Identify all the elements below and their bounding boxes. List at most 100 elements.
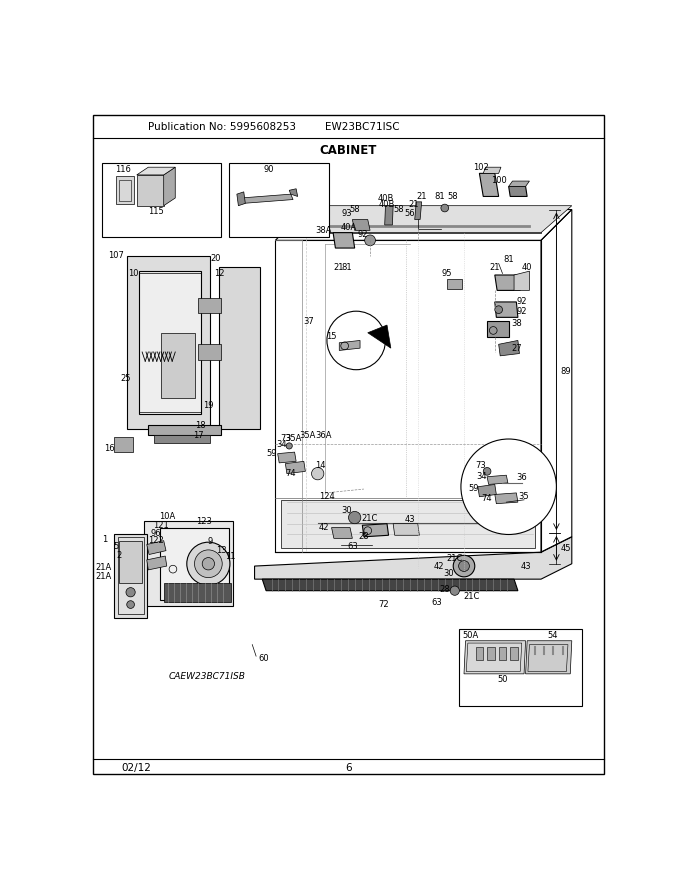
Text: Publication No: 5995608253: Publication No: 5995608253: [148, 122, 296, 132]
Text: 63: 63: [347, 541, 358, 551]
Text: 122: 122: [148, 536, 164, 545]
Polygon shape: [119, 540, 142, 583]
Text: 54: 54: [547, 631, 558, 640]
Circle shape: [187, 542, 230, 585]
Text: 34: 34: [477, 473, 487, 481]
Polygon shape: [498, 341, 520, 356]
Circle shape: [126, 601, 135, 608]
Polygon shape: [339, 341, 360, 350]
Circle shape: [495, 306, 503, 313]
Text: 30: 30: [443, 569, 454, 578]
Text: 45: 45: [560, 544, 571, 553]
Text: 21C: 21C: [447, 554, 463, 563]
Polygon shape: [262, 579, 518, 590]
Polygon shape: [415, 202, 422, 219]
Text: 34: 34: [276, 440, 287, 449]
Circle shape: [461, 439, 556, 534]
Polygon shape: [368, 325, 391, 348]
Polygon shape: [164, 167, 175, 206]
Text: 50: 50: [497, 675, 508, 684]
Polygon shape: [139, 271, 201, 414]
Text: 81: 81: [503, 255, 514, 264]
Polygon shape: [277, 452, 296, 463]
Circle shape: [286, 443, 292, 449]
Text: 02/12: 02/12: [121, 763, 151, 773]
Circle shape: [483, 467, 491, 475]
Text: 74: 74: [482, 494, 492, 502]
Polygon shape: [487, 475, 508, 484]
Polygon shape: [472, 472, 503, 498]
Polygon shape: [526, 641, 572, 674]
Circle shape: [364, 235, 375, 246]
Text: 58: 58: [393, 205, 404, 214]
Polygon shape: [148, 425, 222, 435]
Text: 35: 35: [519, 492, 529, 502]
Text: 121: 121: [154, 521, 169, 530]
Text: 124: 124: [319, 492, 335, 502]
Polygon shape: [333, 232, 355, 248]
Polygon shape: [237, 192, 245, 206]
Circle shape: [458, 561, 469, 571]
Text: 56: 56: [405, 209, 415, 218]
Text: 40B: 40B: [379, 200, 395, 209]
Text: EW23BC71ISC: EW23BC71ISC: [326, 122, 400, 132]
Circle shape: [202, 558, 214, 570]
Text: 123: 123: [196, 517, 211, 526]
Polygon shape: [281, 500, 535, 548]
Text: 10: 10: [128, 269, 138, 278]
Circle shape: [453, 555, 475, 577]
Text: 100: 100: [490, 176, 507, 185]
Bar: [102, 164, 222, 237]
Bar: [458, 629, 582, 706]
Polygon shape: [114, 533, 147, 618]
Polygon shape: [147, 556, 167, 570]
Text: 10A: 10A: [159, 512, 175, 521]
Text: 58: 58: [447, 192, 458, 201]
Text: 40A: 40A: [341, 223, 356, 231]
Text: 72: 72: [378, 600, 388, 609]
Text: 43: 43: [405, 515, 415, 524]
Polygon shape: [464, 641, 526, 674]
Text: 14: 14: [315, 461, 325, 471]
Polygon shape: [393, 524, 420, 535]
Polygon shape: [116, 176, 135, 204]
Text: 18: 18: [195, 421, 206, 429]
Polygon shape: [514, 271, 530, 290]
Polygon shape: [164, 583, 231, 602]
Circle shape: [450, 586, 460, 595]
Text: 16: 16: [105, 444, 115, 452]
Text: 5: 5: [114, 542, 118, 551]
Polygon shape: [495, 275, 520, 290]
Text: 42: 42: [434, 561, 445, 570]
Text: 1: 1: [103, 535, 108, 545]
Polygon shape: [289, 189, 298, 196]
Text: 36: 36: [516, 473, 527, 482]
Circle shape: [327, 312, 386, 370]
Polygon shape: [509, 187, 527, 196]
Text: 59: 59: [469, 484, 479, 493]
Text: 21C: 21C: [464, 592, 480, 601]
Circle shape: [348, 511, 361, 524]
Polygon shape: [362, 524, 388, 537]
Polygon shape: [219, 268, 260, 429]
Text: 9: 9: [207, 537, 213, 546]
Text: 60: 60: [258, 654, 269, 663]
Text: 73: 73: [280, 434, 291, 443]
Text: 21C: 21C: [362, 514, 378, 523]
Text: 28: 28: [439, 584, 450, 594]
Polygon shape: [137, 167, 175, 175]
Polygon shape: [487, 647, 495, 660]
Text: 40: 40: [522, 263, 532, 272]
Polygon shape: [510, 647, 518, 660]
Text: 93: 93: [341, 209, 352, 218]
Polygon shape: [199, 344, 222, 360]
Circle shape: [126, 588, 135, 597]
Polygon shape: [199, 298, 222, 313]
Text: 50A: 50A: [462, 631, 478, 640]
Polygon shape: [495, 302, 518, 318]
Polygon shape: [498, 647, 507, 660]
Text: 30: 30: [341, 506, 352, 515]
Text: 81: 81: [341, 263, 352, 272]
Text: 28: 28: [358, 532, 369, 541]
Text: 21: 21: [409, 200, 419, 209]
